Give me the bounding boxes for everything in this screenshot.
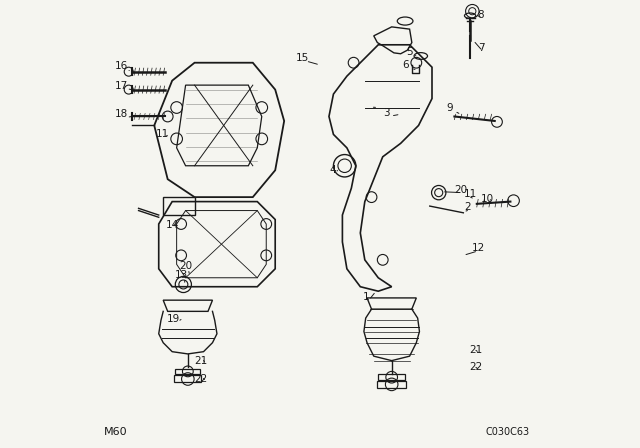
Text: 19: 19 xyxy=(167,314,180,323)
Text: 20: 20 xyxy=(454,185,468,194)
Text: C030C63: C030C63 xyxy=(486,427,530,437)
Text: 5: 5 xyxy=(406,47,413,57)
Text: 1: 1 xyxy=(362,292,369,302)
Text: 9: 9 xyxy=(446,103,453,113)
Text: 3: 3 xyxy=(383,108,389,118)
Text: 6: 6 xyxy=(402,60,408,70)
Text: 15: 15 xyxy=(296,53,308,63)
Text: M60: M60 xyxy=(104,427,128,437)
Text: 11: 11 xyxy=(463,189,477,199)
Text: 13: 13 xyxy=(174,270,188,280)
Text: 20: 20 xyxy=(179,261,192,271)
Text: 8: 8 xyxy=(477,10,484,20)
Text: 14: 14 xyxy=(165,220,179,230)
Text: 22: 22 xyxy=(470,362,483,372)
Text: 10: 10 xyxy=(481,194,493,204)
Text: 11: 11 xyxy=(156,129,170,138)
Text: 21: 21 xyxy=(195,356,208,366)
Text: 12: 12 xyxy=(472,243,484,253)
Text: 16: 16 xyxy=(115,61,128,71)
Text: 22: 22 xyxy=(195,374,208,383)
Text: 2: 2 xyxy=(465,202,471,211)
Text: 18: 18 xyxy=(115,109,128,119)
Text: 21: 21 xyxy=(470,345,483,355)
Text: 17: 17 xyxy=(115,81,128,90)
Text: 4: 4 xyxy=(330,165,337,175)
Text: 7: 7 xyxy=(477,43,484,53)
